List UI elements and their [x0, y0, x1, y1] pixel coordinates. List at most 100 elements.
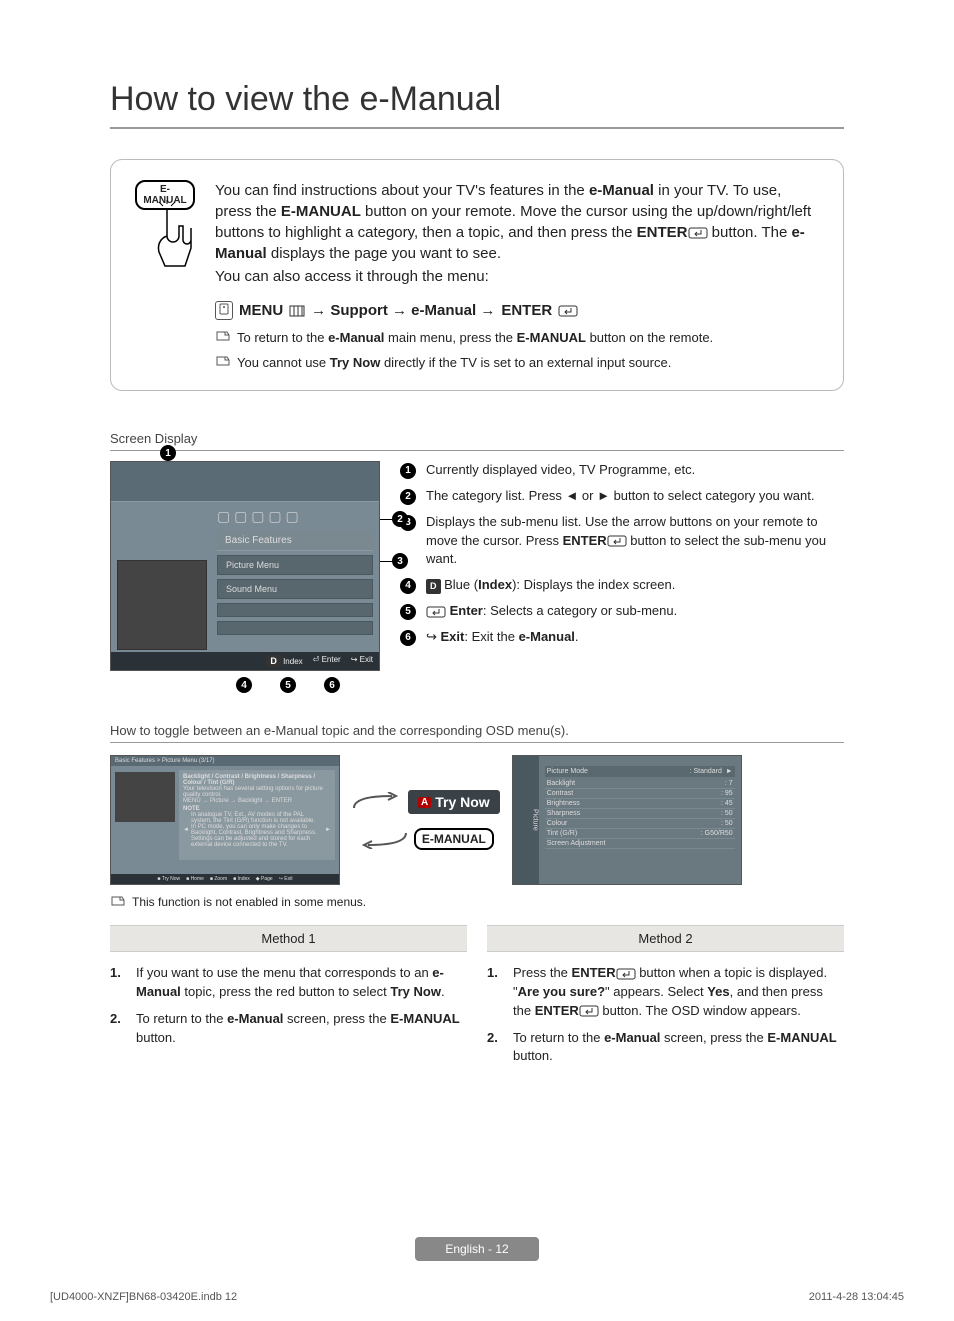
try-now-label: Try Now [435, 794, 489, 810]
legend-fragment: e-Manual [519, 629, 575, 644]
callout-3-badge: 3 [392, 553, 408, 569]
tv-mockup: 1 ▢ ▢ ▢ ▢ ▢ Basic Features Picture Menu … [110, 461, 380, 693]
intro-text-line2: You can also access it through the menu: [215, 266, 819, 287]
mini-note: In analogue TV, Ext., AV modes of the PA… [191, 812, 323, 824]
method-fragment: E-MANUAL [767, 1030, 836, 1045]
osd-value: : 45 [721, 800, 733, 807]
osd-value: : 7 [725, 780, 733, 787]
method-fragment: screen, press the [283, 1011, 390, 1026]
note-1: To return to the e-Manual main menu, pre… [215, 330, 819, 345]
osd-value: : G50/R50 [701, 830, 733, 837]
enter-icon [426, 606, 446, 618]
osd-row: Brightness: 45 [545, 799, 735, 809]
osd-row: Contrast: 95 [545, 789, 735, 799]
callout-2-badge: 2 [392, 511, 408, 527]
legend-fragment: Index [478, 577, 512, 592]
osd-row: Screen Adjustment [545, 839, 735, 849]
page-title: How to view the e-Manual [110, 80, 844, 129]
note-fragment: directly if the TV is set to an external… [380, 355, 671, 370]
legend-text-2: The category list. Press ◄ or ► button t… [426, 487, 814, 505]
note-fragment: button on the remote. [586, 330, 713, 345]
note-fragment: To return to the [237, 330, 328, 345]
callout-5-badge: 5 [280, 677, 296, 693]
osd-key: Sharpness [547, 810, 580, 817]
intro-text-fragment: ENTER [637, 224, 688, 241]
method-fragment: To return to the [513, 1030, 604, 1045]
intro-box: E-MANUAL You can find instructions about… [110, 159, 844, 391]
hand-press-icon [153, 200, 193, 270]
mini-ftr: Exit [284, 876, 292, 882]
method-2-title: Method 2 [487, 925, 844, 952]
osd-row: Colour : 50 [545, 819, 735, 829]
intro-text-fragment: displays the page you want to see. [267, 245, 501, 262]
method-fragment: button. The OSD window appears. [599, 1003, 801, 1018]
osd-value: : 50 [721, 810, 733, 817]
arrow-right-icon [352, 792, 402, 812]
try-now-badge: A Try Now [408, 790, 500, 814]
method-fragment: To return to the [136, 1011, 227, 1026]
mini-line: Your television has several setting opti… [183, 786, 331, 798]
note-icon [215, 330, 231, 342]
enter-icon [688, 227, 708, 239]
legend-fragment: . [575, 629, 579, 644]
legend-list: 1 Currently displayed video, TV Programme… [400, 461, 844, 655]
osd-head-value: : Standard [690, 768, 722, 775]
method-fragment: Press the [513, 965, 572, 980]
intro-text: You can find instructions about your TV'… [215, 180, 819, 370]
osd-key: Contrast [547, 790, 573, 797]
enter-icon [558, 305, 578, 317]
meta-timestamp: 2011-4-28 13:04:45 [809, 1291, 904, 1303]
method-fragment: button. [136, 1030, 176, 1045]
toggle-note-text: This function is not enabled in some men… [132, 895, 366, 909]
meta-footer: [UD4000-XNZF]BN68-03420E.indb 12 2011-4-… [50, 1291, 904, 1303]
osd-key: Tint (G/R) [547, 830, 577, 837]
mini-ftr: Page [261, 876, 273, 882]
method-fragment: e-Manual [227, 1011, 283, 1026]
intro-text-fragment: E-MANUAL [281, 203, 361, 220]
method-fragment: . [441, 984, 445, 999]
method-1: Method 1 1.If you want to use the menu t… [110, 925, 467, 1074]
legend-fragment: Exit [441, 629, 465, 644]
method-fragment: e-Manual [604, 1030, 660, 1045]
red-a-key: A [418, 797, 431, 808]
mini-note: In PC mode, you can only make changes to… [191, 824, 323, 836]
note-icon [110, 895, 126, 907]
legend-badge-6: 6 [400, 630, 416, 646]
tv-submenu-2: Sound Menu [217, 579, 373, 599]
tv-footer-index: Index [283, 657, 303, 666]
mini-ftr: Home [191, 876, 204, 882]
legend-fragment: ): Displays the index screen. [512, 577, 675, 592]
enter-icon [607, 535, 627, 547]
arrow-column: ATry Now E-MANUAL [352, 790, 500, 850]
osd-head-label: Picture Mode [547, 768, 588, 775]
toggle-note: This function is not enabled in some men… [110, 895, 844, 909]
method-fragment: topic, press the red button to select [181, 984, 391, 999]
legend-fragment: Enter [450, 603, 483, 618]
osd-key: Colour [547, 820, 568, 827]
osd-row: Backlight : 7 [545, 779, 735, 789]
enter-icon [616, 968, 636, 980]
legend-fragment: ENTER [563, 533, 607, 548]
note-icon [215, 355, 231, 367]
remote-button-illustration: E-MANUAL [135, 180, 195, 280]
note-2: You cannot use Try Now directly if the T… [215, 355, 819, 370]
mini-line: Backlight / Contrast / Brightness / Shar… [183, 774, 331, 786]
legend-fragment: : Selects a category or sub-menu. [483, 603, 677, 618]
method-fragment: ENTER [535, 1003, 579, 1018]
method-fragment: Yes [707, 984, 729, 999]
menu-path-menu: MENU [239, 302, 283, 319]
legend-badge-5: 5 [400, 604, 416, 620]
osd-key: Backlight [547, 780, 575, 787]
tv-footer-exit: Exit [360, 655, 373, 664]
osd-screen: Picture Picture Mode : Standard ► Backli… [512, 755, 742, 885]
legend-badge-1: 1 [400, 463, 416, 479]
note-fragment: E-MANUAL [517, 330, 586, 345]
osd-row: Tint (G/R) : G50/R50 [545, 829, 735, 839]
callout-6-badge: 6 [324, 677, 340, 693]
menu-path-middle: → Support → e-Manual → [311, 302, 495, 319]
mini-ftr: Index [238, 876, 250, 882]
tv-submenu-1: Picture Menu [217, 555, 373, 575]
osd-value: : 50 [721, 820, 733, 827]
legend-text-1: Currently displayed video, TV Programme,… [426, 461, 695, 479]
method-1-title: Method 1 [110, 925, 467, 952]
